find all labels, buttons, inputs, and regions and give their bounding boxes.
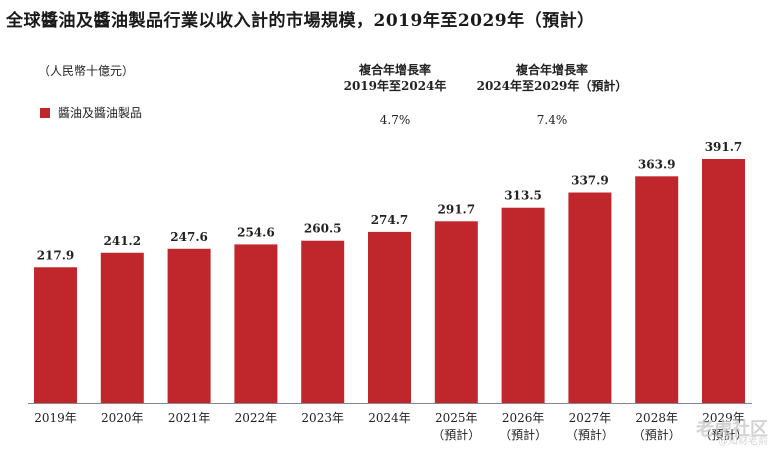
x-tick-label: 2022年 (235, 411, 278, 425)
value-label: 217.9 (37, 248, 75, 262)
value-label: 337.9 (571, 174, 609, 188)
x-tick-sublabel: （預計） (699, 427, 747, 442)
watermark-sub: @知财老俞 (718, 436, 768, 447)
cagr-value: 4.7% (379, 113, 411, 127)
legend: 醬油及醬油製品 (40, 104, 142, 121)
bar (702, 159, 745, 403)
x-tick-label: 2020年 (101, 411, 144, 425)
x-tick-label: 2025年 (435, 411, 478, 425)
bar (635, 176, 679, 403)
bar (434, 221, 478, 403)
legend-label: 醬油及醬油製品 (58, 106, 143, 120)
x-tick-sublabel: （預計） (499, 427, 547, 442)
value-label: 260.5 (304, 222, 342, 236)
cagr-2024-2029: 複合年增長率 2024年至2029年（預計） 7.4% (472, 62, 632, 128)
legend-swatch (40, 107, 50, 118)
value-label: 313.5 (504, 189, 542, 203)
value-label: 391.7 (705, 140, 743, 154)
x-tick-sublabel: （預計） (633, 427, 681, 442)
bar (568, 192, 612, 403)
value-label: 274.7 (371, 213, 409, 227)
x-tick-label: 2024年 (368, 411, 411, 425)
value-label: 363.9 (638, 157, 676, 171)
cagr-label-line2: 2024年至2029年（預計） (476, 79, 628, 93)
bar (167, 248, 211, 403)
cagr-label-line1: 複合年增長率 (515, 63, 588, 77)
chart-title: 全球醬油及醬油製品行業以收入計的市場規模，2019年至2029年（預計） (6, 11, 595, 31)
value-label: 254.6 (237, 225, 275, 239)
x-tick-sublabel: （預計） (432, 427, 480, 442)
value-label: 247.6 (170, 230, 208, 244)
bar (301, 240, 345, 403)
cagr-value: 7.4% (536, 113, 568, 127)
value-label: 291.7 (438, 202, 476, 216)
bar (368, 231, 411, 403)
cagr-label-line2: 2019年至2024年 (343, 79, 447, 93)
bar (34, 267, 77, 403)
x-tick-label: 2028年 (635, 411, 678, 425)
x-tick-label: 2023年 (301, 411, 344, 425)
x-tick-label: 2021年 (168, 411, 211, 425)
watermark-logo: 老虎社区 (696, 419, 768, 440)
cagr-2019-2024: 複合年增長率 2019年至2024年 4.7% (340, 62, 450, 128)
x-tick-label: 2027年 (569, 411, 612, 425)
cagr-label-line1: 複合年增長率 (358, 63, 431, 77)
x-tick-sublabel: （預計） (566, 427, 614, 442)
x-tick-label: 2029年 (702, 411, 745, 425)
bar (100, 252, 144, 403)
bar (234, 244, 278, 403)
value-label: 241.2 (104, 234, 142, 248)
x-tick-label: 2026年 (502, 411, 545, 425)
unit-label: （人民幣十億元） (38, 64, 135, 78)
x-tick-label: 2019年 (34, 411, 77, 425)
bar (501, 207, 545, 403)
